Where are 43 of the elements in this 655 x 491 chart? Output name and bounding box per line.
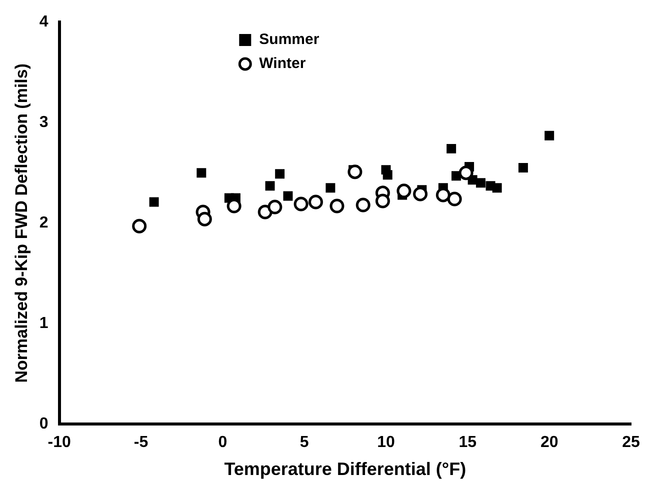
point [518,163,528,173]
x-tick-label: 10 [377,434,395,452]
x-tick-label: 20 [540,434,558,452]
point [544,130,554,140]
x-tick-label: -5 [134,434,148,452]
y-tick-label: 3 [39,114,48,131]
point [492,183,502,193]
y-tick-label: 0 [39,416,48,433]
point [458,166,474,180]
point [132,218,147,234]
point [382,170,392,180]
point [348,164,362,180]
x-tick-label: 15 [458,434,477,452]
point [356,198,370,212]
point [275,169,285,179]
point [326,183,336,193]
x-axis-title: Temperature Differential (°F) [224,459,466,480]
point [476,178,486,188]
point [446,144,456,154]
point [283,191,293,201]
point [447,192,462,206]
point [413,186,428,202]
x-tick-label: 0 [218,434,228,452]
y-axis-title: Normalized 9-Kip FWD Deflection (mils) [12,63,31,383]
point [196,168,206,178]
legend-label: Summer [259,31,320,48]
x-tick-label: -10 [48,434,71,452]
point [375,194,390,208]
point [294,196,308,212]
point [396,184,412,198]
point [197,212,212,226]
legend-label: Winter [259,55,306,72]
y-tick-label: 2 [39,214,48,232]
point [149,197,159,207]
point [330,198,344,214]
y-tick-label: 4 [39,13,48,30]
point [268,200,282,214]
point [265,181,275,191]
point [308,194,323,210]
x-tick-label: 5 [300,434,309,452]
point [436,188,450,202]
y-tick-label: 1 [39,315,48,332]
x-tick-label: 25 [622,434,640,452]
